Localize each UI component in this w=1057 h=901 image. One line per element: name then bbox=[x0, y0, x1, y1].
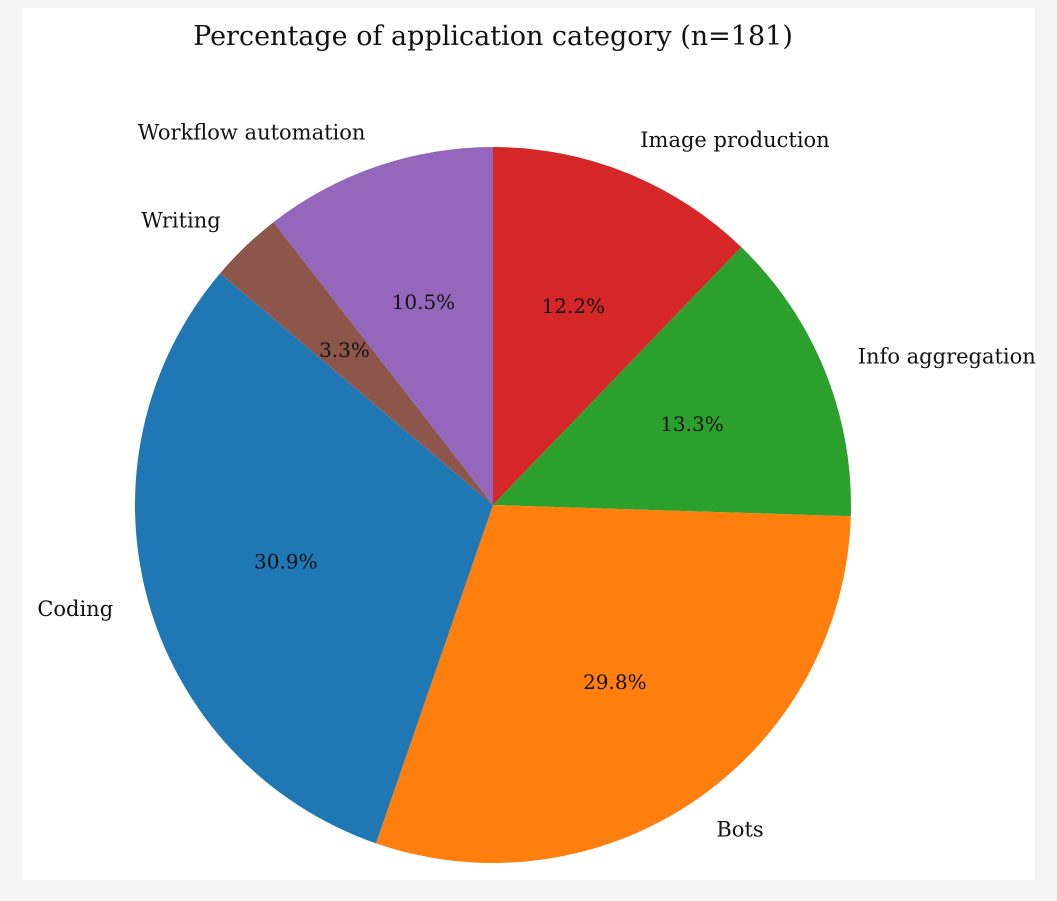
category-label-workflow-automation: Workflow automation bbox=[138, 120, 366, 144]
pie-slice-coding bbox=[134, 273, 493, 844]
percent-label-info-aggregation: 13.3% bbox=[660, 412, 724, 436]
pie-slices bbox=[134, 147, 851, 863]
pie-slice-writing bbox=[220, 222, 493, 505]
percent-label-writing: 3.3% bbox=[319, 338, 370, 362]
percent-label-coding: 30.9% bbox=[254, 550, 318, 574]
percent-label-image-production: 12.2% bbox=[542, 294, 606, 318]
percent-labels: 12.2% 13.3% 29.8% 30.9% 3.3% 10.5% bbox=[254, 290, 724, 694]
category-label-info-aggregation: Info aggregation bbox=[858, 345, 1036, 369]
pie-slice-image-production bbox=[493, 147, 742, 505]
category-label-image-production: Image production bbox=[640, 128, 829, 152]
category-labels: Image production Info aggregation Bots Codi… bbox=[37, 120, 1036, 841]
pie-slice-workflow-automation bbox=[273, 147, 493, 505]
pie-slice-bots bbox=[375, 505, 851, 863]
category-label-writing: Writing bbox=[141, 208, 221, 232]
percent-label-bots: 29.8% bbox=[583, 670, 647, 694]
percent-label-workflow-automation: 10.5% bbox=[392, 290, 456, 314]
category-label-bots: Bots bbox=[716, 817, 763, 841]
pie-slice-info-aggregation bbox=[493, 247, 851, 517]
category-label-coding: Coding bbox=[37, 597, 113, 621]
chart-title: Percentage of application category (n=18… bbox=[193, 21, 793, 52]
